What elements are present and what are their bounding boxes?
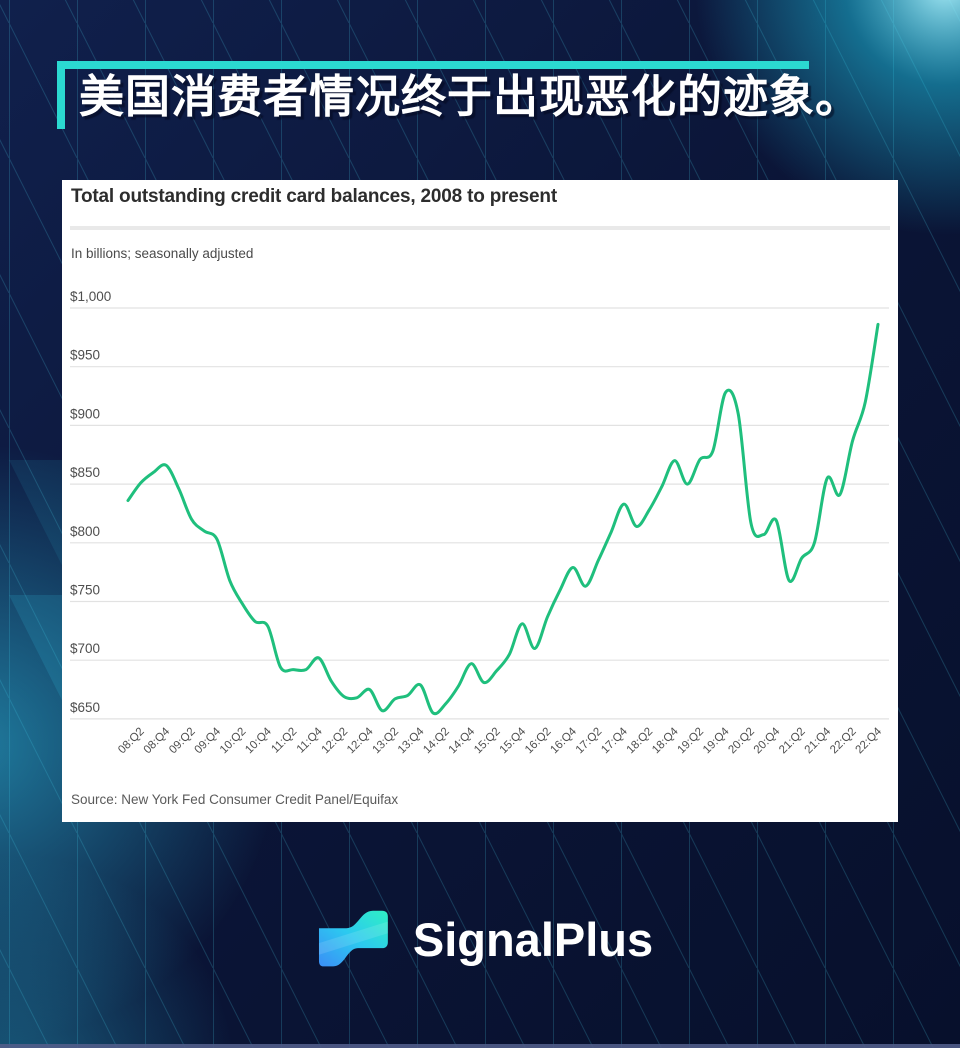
x-tick-label: 22:Q4 bbox=[853, 725, 884, 756]
y-tick-label: $1,000 bbox=[70, 289, 111, 304]
title-divider bbox=[70, 226, 890, 230]
y-tick-label: $700 bbox=[70, 641, 100, 656]
x-tick-label: 16:Q2 bbox=[523, 726, 554, 757]
x-tick-label: 10:Q4 bbox=[243, 725, 274, 756]
x-tick-label: 08:Q2 bbox=[116, 726, 147, 757]
y-tick-label: $850 bbox=[70, 465, 100, 480]
x-tick-label: 22:Q2 bbox=[828, 726, 859, 757]
brand-name: SignalPlus bbox=[412, 912, 654, 966]
x-tick-label: 21:Q2 bbox=[777, 726, 808, 757]
source-note: Source: New York Fed Consumer Credit Pan… bbox=[71, 792, 399, 807]
x-tick-label: 17:Q4 bbox=[599, 725, 630, 756]
x-tick-label: 13:Q4 bbox=[396, 725, 427, 756]
chart-card: Total outstanding credit card balances, … bbox=[62, 180, 898, 822]
x-tick-label: 14:Q2 bbox=[421, 726, 452, 757]
x-tick-label: 15:Q2 bbox=[472, 726, 503, 757]
y-tick-label: $900 bbox=[70, 406, 100, 421]
x-tick-label: 19:Q2 bbox=[675, 726, 706, 757]
x-tick-label: 16:Q4 bbox=[548, 725, 579, 756]
y-tick-label: $750 bbox=[70, 583, 100, 598]
chart-title: Total outstanding credit card balances, … bbox=[71, 186, 557, 207]
x-tick-label: 20:Q2 bbox=[726, 726, 757, 757]
series-line bbox=[126, 322, 880, 716]
x-tick-label: 11:Q4 bbox=[295, 725, 325, 755]
x-tick-label: 18:Q4 bbox=[650, 725, 681, 756]
x-tick-label: 19:Q4 bbox=[701, 725, 732, 756]
x-tick-label: 14:Q4 bbox=[447, 725, 478, 756]
headline-accent-bar-left bbox=[57, 61, 65, 129]
x-tick-label: 09:Q2 bbox=[167, 726, 198, 757]
headline-accent-bar-top bbox=[57, 61, 809, 69]
x-tick-label: 08:Q4 bbox=[142, 725, 173, 756]
x-tick-label: 11:Q2 bbox=[269, 726, 299, 756]
y-tick-label: $950 bbox=[70, 348, 100, 363]
x-tick-label: 13:Q2 bbox=[370, 726, 401, 757]
x-tick-label: 18:Q2 bbox=[625, 726, 656, 757]
y-tick-label: $650 bbox=[70, 700, 100, 715]
x-tick-label: 09:Q4 bbox=[192, 725, 223, 756]
x-tick-label: 17:Q2 bbox=[574, 726, 605, 757]
x-tick-label: 10:Q2 bbox=[218, 726, 249, 757]
signalplus-logo-icon bbox=[318, 910, 388, 967]
page-title: 美国消费者情况终于出现恶化的迹象。 bbox=[79, 71, 862, 122]
chart-subtitle: In billions; seasonally adjusted bbox=[71, 246, 254, 261]
x-tick-label: 12:Q2 bbox=[320, 726, 351, 757]
x-tick-label: 12:Q4 bbox=[345, 725, 376, 756]
x-tick-label: 15:Q4 bbox=[498, 725, 529, 756]
line-chart-canvas: $650$700$750$800$850$900$950$1,00008:Q20… bbox=[70, 289, 889, 757]
brand-footer: SignalPlus bbox=[0, 900, 960, 978]
y-tick-label: $800 bbox=[70, 524, 100, 539]
x-tick-label: 20:Q4 bbox=[752, 725, 783, 756]
x-tick-label: 21:Q4 bbox=[803, 725, 834, 756]
